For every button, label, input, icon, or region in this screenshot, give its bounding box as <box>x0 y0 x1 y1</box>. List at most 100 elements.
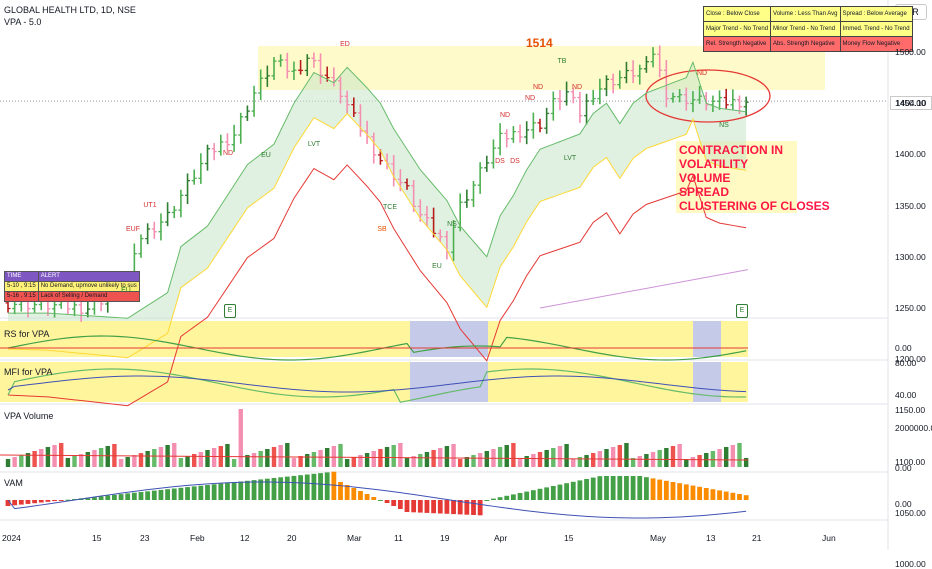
legend-cell: Minor Trend - No Trend <box>770 21 841 37</box>
vam-bar <box>205 485 210 500</box>
rs-zone <box>0 321 410 357</box>
vam-bar <box>491 498 496 500</box>
vam-bar <box>52 500 57 502</box>
vam-bar <box>185 487 190 500</box>
time-axis-label: 15 <box>92 533 102 543</box>
vam-bar <box>112 494 117 500</box>
volume-bar <box>730 445 736 467</box>
volume-bar <box>477 453 483 467</box>
volume-bar <box>664 448 669 467</box>
vam-bar <box>584 479 589 500</box>
indicator-title[interactable]: VPA - 5.0 <box>4 17 42 27</box>
vpa-marker-label: NS <box>719 122 729 129</box>
volume-bar <box>125 457 130 467</box>
volume-bar <box>604 449 609 467</box>
rs-line <box>7 335 747 361</box>
mfi-pane-title[interactable]: MFI for VPA <box>4 367 53 377</box>
peak-label: 1514 <box>526 36 553 50</box>
volume-bar <box>557 446 563 467</box>
vpa-marker-label: DS <box>510 158 520 165</box>
vam-bar <box>683 484 689 500</box>
vam-bar <box>604 476 609 500</box>
volume-bar <box>497 447 503 467</box>
vpa-marker-label: ND <box>499 112 511 119</box>
volume-bar <box>318 450 323 467</box>
vam-bar <box>364 494 370 500</box>
volume-bar <box>85 452 90 467</box>
volume-bar <box>577 457 583 467</box>
vam-bar <box>258 479 264 500</box>
contraction-ellipse <box>645 69 771 123</box>
volume-bar <box>251 453 257 467</box>
volume-bar <box>145 451 150 467</box>
vam-bar <box>165 489 170 500</box>
volume-bar <box>72 456 77 467</box>
volume-bar <box>371 451 376 467</box>
earnings-event-icon[interactable]: E <box>736 304 748 318</box>
volume-pane-title[interactable]: VPA Volume <box>4 411 54 421</box>
volume-bar <box>677 444 682 467</box>
vpa-marker-label: ND <box>696 70 708 77</box>
time-axis-label: 20 <box>287 533 297 543</box>
legend-cell: Rel. Strength Negative <box>702 36 772 52</box>
contraction-line: VOLUME <box>679 171 731 185</box>
mfi-signal-line <box>7 375 747 393</box>
background-layer <box>0 0 889 550</box>
vam-bar <box>644 477 649 500</box>
alert-cell: 5-16 , 9:15 <box>4 291 39 302</box>
vam-bar <box>318 473 323 500</box>
volume-bar <box>743 458 749 467</box>
vam-bar <box>358 491 363 500</box>
vam-bar <box>564 483 569 500</box>
price-axis-label: 1200.00 <box>895 354 926 365</box>
vam-bar <box>717 490 722 500</box>
legend-cell: Volume : Less Than Avg <box>770 6 841 22</box>
volume-bar <box>305 454 310 467</box>
vam-bar <box>32 500 37 504</box>
vpa-marker-label: NS <box>447 221 457 228</box>
vam-bar <box>477 500 483 516</box>
price-axis-label: 1100.00 <box>895 456 926 467</box>
vam-pane-title[interactable]: VAM <box>4 478 23 488</box>
vam-bar <box>218 483 224 500</box>
vam-bar <box>730 492 736 500</box>
volume-bar <box>404 458 410 467</box>
vam-bar <box>5 500 11 506</box>
volume-bar <box>231 459 237 467</box>
volume-bar <box>511 443 516 467</box>
volume-bar <box>584 455 589 467</box>
vam-bar <box>158 489 164 500</box>
vam-bar <box>371 497 377 500</box>
symbol-title[interactable]: GLOBAL HEALTH LTD, 1D, NSE <box>4 5 136 15</box>
vam-bar <box>12 500 18 506</box>
volume-bar <box>258 451 263 467</box>
vpa-marker-label: TB <box>557 58 567 65</box>
vam-bar <box>65 499 71 501</box>
volume-bar <box>624 443 629 467</box>
volume-bar <box>637 456 642 467</box>
volume-bar <box>158 447 164 467</box>
mfi-zone <box>488 362 693 402</box>
legend-cell: Major Trend - No Trend <box>702 21 772 37</box>
vam-bar <box>324 472 330 500</box>
vam-bar <box>138 492 144 500</box>
time-axis-label: Apr <box>494 533 508 543</box>
time-axis-label: 11 <box>394 533 403 543</box>
vam-bar <box>391 500 397 506</box>
chart-canvas[interactable] <box>0 0 932 550</box>
vam-bar <box>451 500 456 515</box>
rs-pane-title[interactable]: RS for VPA <box>4 329 50 339</box>
earnings-event-icon[interactable]: E <box>224 304 236 318</box>
vam-bar <box>191 486 197 500</box>
volume-bar <box>152 449 157 467</box>
volume-bar <box>178 458 184 467</box>
volume-bar <box>185 456 190 467</box>
alert-cell: 5-10 , 9:15 <box>4 281 39 292</box>
vam-bar <box>570 481 576 500</box>
vam-bar <box>690 485 696 500</box>
volume-bar <box>418 454 423 467</box>
volume-bar <box>717 449 722 467</box>
volume-bar <box>225 444 230 467</box>
volume-bar <box>431 450 436 467</box>
